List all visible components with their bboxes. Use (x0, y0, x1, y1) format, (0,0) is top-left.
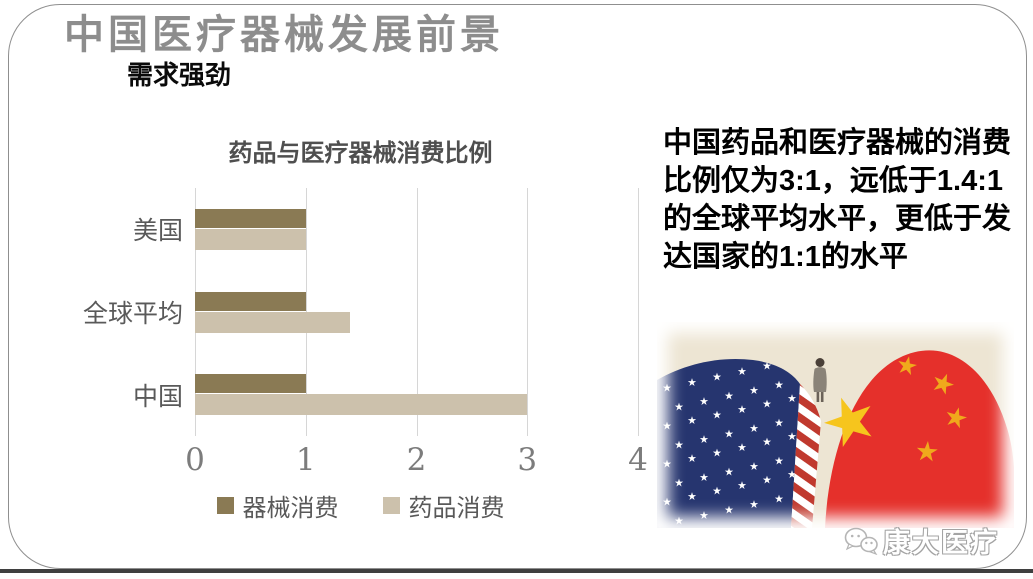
drug-bar (195, 228, 306, 250)
flags-svg (657, 322, 1014, 528)
bar-group (195, 188, 638, 271)
device-legend-swatch (216, 497, 234, 514)
bar-chart: 药品与医疗器械消费比例 美国全球平均中国 0 1 2 3 4 器械消费 药品消费 (83, 133, 648, 523)
page-title: 中国医疗器械发展前景 (64, 13, 504, 57)
chart-title: 药品与医疗器械消费比例 (228, 140, 493, 167)
legend-label: 药品消费 (408, 495, 505, 522)
commentary-text: 中国药品和医疗器械的消费比例仅为3:1，远低于1.4:1的全球平均水平，更低于发… (663, 127, 1012, 273)
bar-group (195, 271, 638, 354)
legend-item: 器械消费 (216, 488, 339, 523)
plot-wrap: 美国全球平均中国 (83, 188, 639, 436)
device-bar (195, 208, 306, 228)
category-label: 中国 (132, 382, 183, 411)
plot-area (195, 188, 639, 436)
usa-stripes (791, 384, 821, 528)
legend-item: 药品消费 (382, 488, 505, 523)
x-tick-label: 4 (628, 442, 648, 478)
drug-bar (195, 311, 351, 333)
wechat-icon (844, 527, 878, 555)
slide-border (8, 4, 1027, 569)
category-axis: 美国全球平均中国 (83, 188, 195, 436)
x-axis: 0 1 2 3 4 (185, 436, 648, 482)
chart-legend: 器械消费 药品消费 (83, 488, 638, 523)
bar-group (195, 353, 638, 436)
category-label: 全球平均 (82, 300, 183, 328)
china-flag-icon (817, 350, 1014, 528)
x-tick-label: 1 (295, 442, 316, 478)
bottom-bar (0, 569, 1033, 573)
gridline (638, 188, 639, 436)
x-tick-label: 0 (185, 442, 205, 478)
brand-logo: 康大医疗 (844, 521, 999, 560)
device-bar (195, 291, 306, 311)
x-tick-label: 3 (517, 442, 538, 478)
gridline (416, 188, 418, 436)
flags-illustration (657, 322, 1014, 528)
gridline (527, 188, 529, 436)
person-figure (813, 358, 827, 402)
slide-subtitle: 需求强劲 (127, 60, 232, 90)
device-bar (195, 374, 306, 394)
usa-flag-icon (657, 358, 821, 528)
brand-name: 康大医疗 (883, 528, 999, 558)
drug-legend-swatch (382, 497, 400, 514)
category-label: 美国 (132, 217, 183, 246)
drug-bar (195, 394, 528, 416)
legend-label: 器械消费 (242, 495, 339, 522)
x-tick-label: 2 (406, 442, 427, 478)
